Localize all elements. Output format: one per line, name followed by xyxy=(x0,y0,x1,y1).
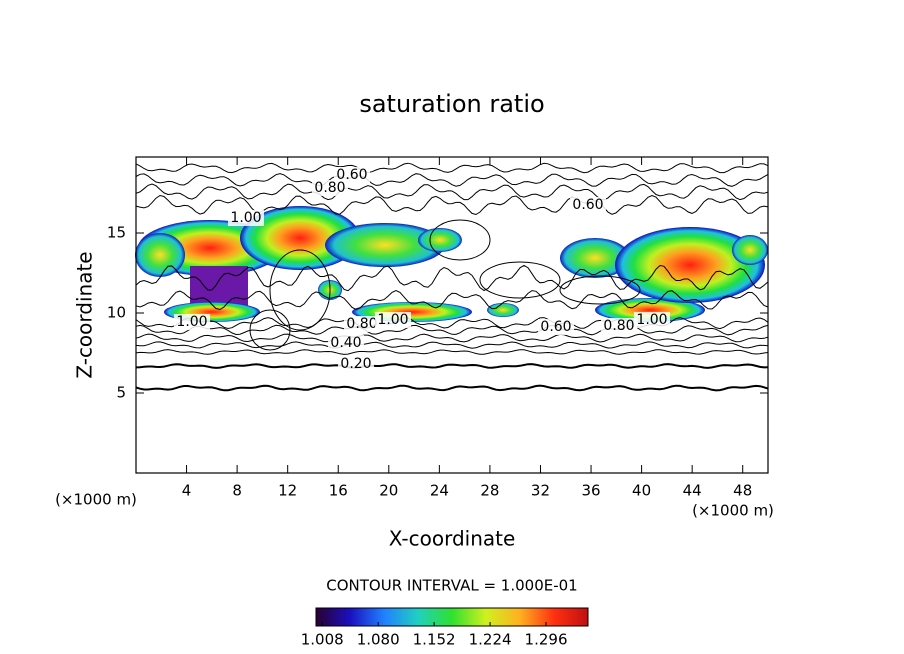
contour-lines xyxy=(135,162,769,392)
contour-line xyxy=(135,324,769,336)
contour-line xyxy=(135,333,769,343)
y-tick-label: 15 xyxy=(107,224,126,242)
label-backdrop xyxy=(634,312,670,328)
label-backdrop xyxy=(375,312,411,328)
contour-line xyxy=(479,261,561,299)
contour-line xyxy=(135,290,769,311)
contour-label: 0.80 xyxy=(346,316,377,332)
contour-line xyxy=(249,309,291,351)
contour-line xyxy=(135,173,769,187)
label-backdrop xyxy=(174,314,210,330)
y-axis-label: Z-coordinate xyxy=(73,251,97,378)
x-tick-label: 36 xyxy=(581,482,600,500)
contour-label: 0.60 xyxy=(540,319,571,335)
contour-label: 0.20 xyxy=(340,356,371,372)
contour-line xyxy=(135,363,769,369)
label-backdrop xyxy=(328,335,364,351)
x-tick-label: 32 xyxy=(531,482,550,500)
y-tick-label: 10 xyxy=(107,304,126,322)
contour-label: 0.60 xyxy=(336,167,367,183)
x-tick-label: 20 xyxy=(379,482,398,500)
x-tick-label: 48 xyxy=(733,482,752,500)
plot-frame xyxy=(135,156,769,474)
label-backdrop xyxy=(601,318,637,334)
contour-line xyxy=(135,341,769,349)
label-backdrop xyxy=(344,316,380,332)
label-backdrop xyxy=(338,356,374,372)
x-tick-label: 44 xyxy=(683,482,702,500)
x-tick-label: 4 xyxy=(182,482,192,500)
contour-line xyxy=(269,249,331,331)
colorbar xyxy=(315,607,589,627)
contour-label: 1.00 xyxy=(176,314,207,330)
colorbar-tick-label: 1.080 xyxy=(357,631,400,649)
contour-line xyxy=(135,384,769,392)
contour-label: 0.80 xyxy=(314,180,345,196)
contour-line xyxy=(135,162,769,174)
x-tick-label: 12 xyxy=(278,482,297,500)
x-tick-label: 40 xyxy=(632,482,651,500)
contour-line xyxy=(135,264,769,292)
x-axis-label: X-coordinate xyxy=(389,527,516,551)
contour-line xyxy=(135,183,769,201)
contour-interval: CONTOUR INTERVAL = 1.000E-01 xyxy=(326,577,577,595)
contour-label: 1.00 xyxy=(636,312,667,328)
colorbar-tick-label: 1.224 xyxy=(469,631,512,649)
colorbar-tick-label: 1.008 xyxy=(301,631,344,649)
contour-label: 1.00 xyxy=(230,210,261,226)
contour-label: 0.80 xyxy=(603,318,634,334)
contour-label: 0.40 xyxy=(330,335,361,351)
label-backdrop xyxy=(312,180,348,196)
x-unit-label: (×1000 m) xyxy=(692,502,774,520)
x-tick-label: 28 xyxy=(480,482,499,500)
contour-line xyxy=(135,194,769,216)
y-tick-label: 5 xyxy=(116,384,126,402)
label-backdrop xyxy=(570,197,606,213)
label-backdrop xyxy=(334,167,370,183)
colorbar-tick-label: 1.152 xyxy=(413,631,456,649)
x-tick-label: 24 xyxy=(430,482,449,500)
contour-label: 0.60 xyxy=(572,197,603,213)
colorbar-tick-label: 1.296 xyxy=(525,631,568,649)
contour-line xyxy=(559,275,641,305)
chart-title: saturation ratio xyxy=(359,90,544,118)
contour-line xyxy=(135,349,769,355)
label-backdrop xyxy=(228,210,264,226)
y-unit-label: (×1000 m) xyxy=(55,491,137,509)
x-tick-label: 16 xyxy=(329,482,348,500)
x-tick-label: 8 xyxy=(232,482,242,500)
label-backdrop xyxy=(538,319,574,335)
contour-line xyxy=(429,219,491,261)
contour-label: 1.00 xyxy=(377,312,408,328)
